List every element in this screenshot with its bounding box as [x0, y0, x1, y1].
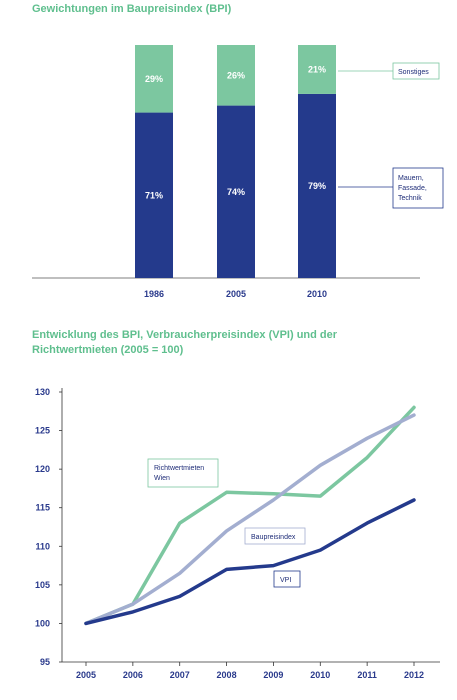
legend-label-mauern-line-2: Fassade,	[398, 185, 427, 192]
y-tick-label-110: 110	[35, 541, 50, 551]
legend-box-mauern	[392, 167, 444, 209]
series-label-box-richtwertmieten	[147, 458, 219, 488]
series-label-richtwertmieten-line-2: Wien	[154, 475, 170, 482]
y-tick-label-130: 130	[35, 387, 50, 397]
series-line-vpi	[84, 498, 416, 626]
x-tick-label-2011: 2011	[357, 670, 377, 680]
series-label-box-baupreisindex	[244, 527, 306, 545]
data-label-mauern-2005: 74%	[227, 187, 245, 197]
series-label-box-vpi	[273, 570, 301, 588]
bar-segment-sonstiges-1986	[135, 45, 173, 113]
chart-title-development: Entwicklung des BPI, Verbraucherpreisind…	[32, 329, 338, 356]
x-tick-label-2010: 2010	[307, 289, 327, 299]
data-label-sonstiges-2005: 26%	[227, 70, 245, 80]
legend-box-sonstiges	[392, 62, 440, 80]
bar-segment-mauern-2005	[217, 105, 255, 278]
y-tick-label-105: 105	[35, 580, 50, 590]
y-tick-label-100: 100	[35, 618, 50, 628]
data-label-sonstiges-1986: 29%	[145, 74, 163, 84]
x-tick-label-2006: 2006	[123, 670, 143, 680]
x-tick-label-2007: 2007	[170, 670, 190, 680]
y-tick-label-95: 95	[40, 657, 50, 667]
stacked-bar-chart: 71% 29% 1986 74% 26% 2005 79% 21% 2010 Sonstiges M…	[32, 45, 444, 299]
series-line-baupreisindex	[84, 413, 416, 626]
legend-label-mauern-line-3: Technik	[398, 195, 422, 202]
x-tick-label-2010: 2010	[310, 670, 330, 680]
data-label-sonstiges-2010: 21%	[308, 64, 326, 74]
x-tick-label-2005: 2005	[226, 289, 246, 299]
bar-segment-sonstiges-2010	[298, 45, 336, 94]
series-label-vpi: VPI	[280, 577, 291, 584]
x-tick-label-2009: 2009	[263, 670, 283, 680]
bar-segment-mauern-1986	[135, 112, 173, 278]
x-tick-label-2008: 2008	[217, 670, 237, 680]
y-tick-label-125: 125	[35, 426, 50, 436]
data-label-mauern-1986: 71%	[145, 190, 163, 200]
chart-title-weights: Gewichtungen im Baupreisindex (BPI)	[32, 3, 232, 15]
bar-segment-mauern-2010	[298, 93, 336, 279]
series-line-richtwertmieten	[84, 405, 416, 626]
legend-label-sonstiges: Sonstiges	[398, 69, 429, 76]
y-tick-label-115: 115	[35, 503, 50, 513]
legend-label-mauern-line-1: Mauern,	[398, 175, 424, 182]
series-label-baupreisindex: Baupreisindex	[251, 534, 296, 541]
data-label-mauern-2010: 79%	[308, 181, 326, 191]
x-tick-label-2012: 2012	[404, 670, 424, 680]
y-tick-label-120: 120	[35, 464, 50, 474]
x-tick-label-1986: 1986	[144, 289, 164, 299]
bar-segment-sonstiges-2005	[217, 45, 255, 106]
series-label-richtwertmieten-line-1: Richtwertmieten	[154, 465, 204, 472]
x-tick-label-2005: 2005	[76, 670, 96, 680]
